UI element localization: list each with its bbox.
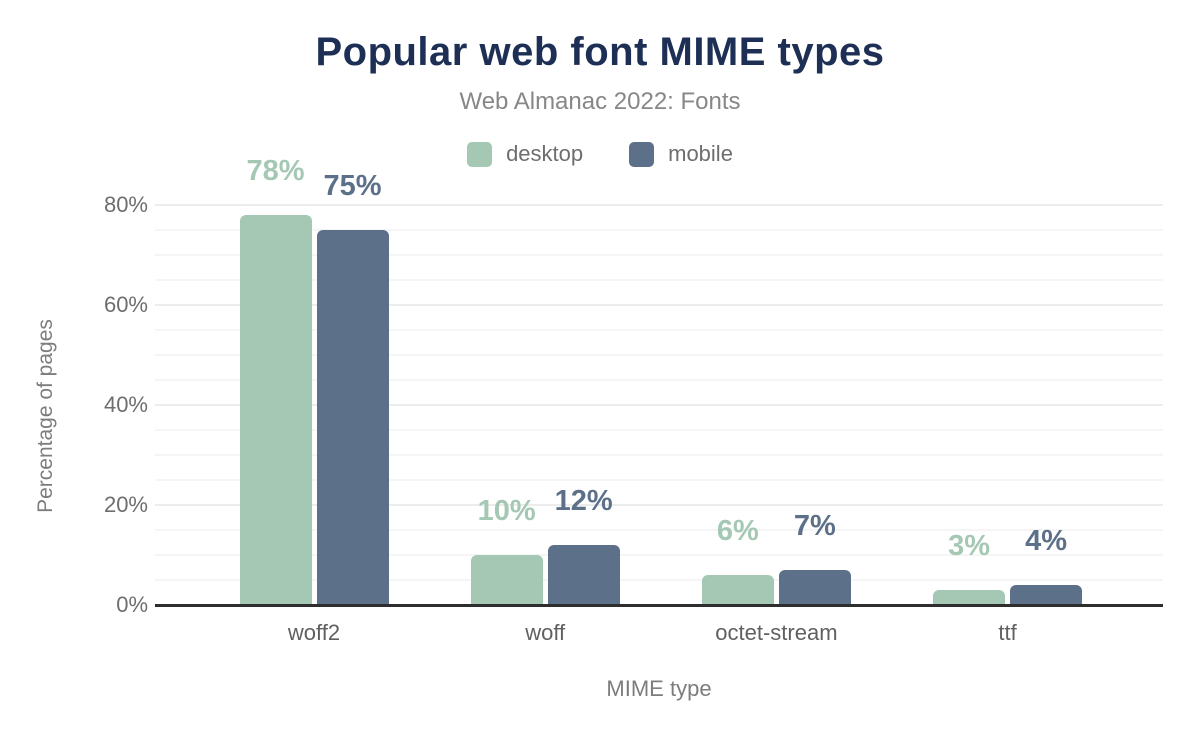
bar-mobile-octet-stream — [778, 570, 851, 605]
gridline-50 — [155, 354, 1163, 356]
gridline-75 — [155, 229, 1163, 231]
legend-label-desktop: desktop — [506, 141, 584, 166]
bar-desktop-octet-stream — [701, 575, 774, 605]
gridline-30 — [155, 454, 1163, 456]
bar-mobile-woff — [547, 545, 620, 605]
y-tick-0%: 0% — [116, 592, 148, 617]
gridline-55 — [155, 329, 1163, 331]
x-tick-octet-stream: octet-stream — [715, 620, 838, 645]
bar-value-label-desktop-woff: 10% — [477, 495, 536, 527]
gridline-5 — [155, 579, 1163, 581]
gridline-70 — [155, 254, 1163, 256]
bar-desktop-woff2 — [239, 215, 312, 605]
plot-area: 78% 75% 10% 12% 6% 7% 3% 4% — [155, 155, 1163, 605]
bar-value-label-desktop-octet-stream: 6% — [716, 515, 759, 547]
bar-value-label-mobile-ttf: 4% — [1025, 525, 1068, 557]
x-tick-woff: woff — [525, 620, 566, 645]
y-tick-80%: 80% — [103, 192, 148, 217]
gridline-60 — [155, 304, 1163, 306]
bar-value-label-desktop-ttf: 3% — [948, 530, 991, 562]
gridline-25 — [155, 479, 1163, 481]
gridline-20 — [155, 504, 1163, 506]
bar-value-label-mobile-woff: 12% — [554, 485, 613, 517]
bar-value-label-mobile-octet-stream: 7% — [793, 510, 836, 542]
bar-desktop-woff — [470, 555, 543, 605]
gridline-45 — [155, 379, 1163, 381]
bar-mobile-woff2 — [316, 230, 389, 605]
y-tick-60%: 60% — [103, 292, 148, 317]
bar-desktop-ttf — [933, 590, 1006, 605]
gridline-80 — [155, 204, 1163, 206]
legend-swatch-desktop — [467, 141, 493, 167]
chart-title: Popular web font MIME types — [315, 30, 885, 74]
legend-label-mobile: mobile — [668, 141, 733, 166]
chart-subtitle: Web Almanac 2022: Fonts — [459, 88, 741, 115]
y-axis-title: Percentage of pages — [34, 319, 57, 513]
gridline-65 — [155, 279, 1163, 281]
gridline-40 — [155, 404, 1163, 406]
legend-swatch-mobile — [629, 141, 655, 167]
legend-item-mobile[interactable]: mobile — [629, 141, 733, 167]
x-axis-line — [155, 604, 1163, 607]
legend-item-desktop[interactable]: desktop — [467, 141, 583, 167]
x-axis-title: MIME type — [606, 676, 712, 701]
bar-mobile-ttf — [1010, 585, 1083, 605]
legend: desktop mobile — [0, 141, 1200, 167]
y-tick-20%: 20% — [103, 492, 148, 517]
gridline-15 — [155, 529, 1163, 531]
x-tick-ttf: ttf — [998, 620, 1017, 645]
bar-value-label-mobile-woff2: 75% — [323, 170, 382, 202]
x-tick-woff2: woff2 — [287, 620, 341, 645]
y-tick-40%: 40% — [103, 392, 148, 417]
bar-value-label-desktop-woff2: 78% — [246, 155, 305, 187]
gridline-35 — [155, 429, 1163, 431]
gridline-10 — [155, 554, 1163, 556]
